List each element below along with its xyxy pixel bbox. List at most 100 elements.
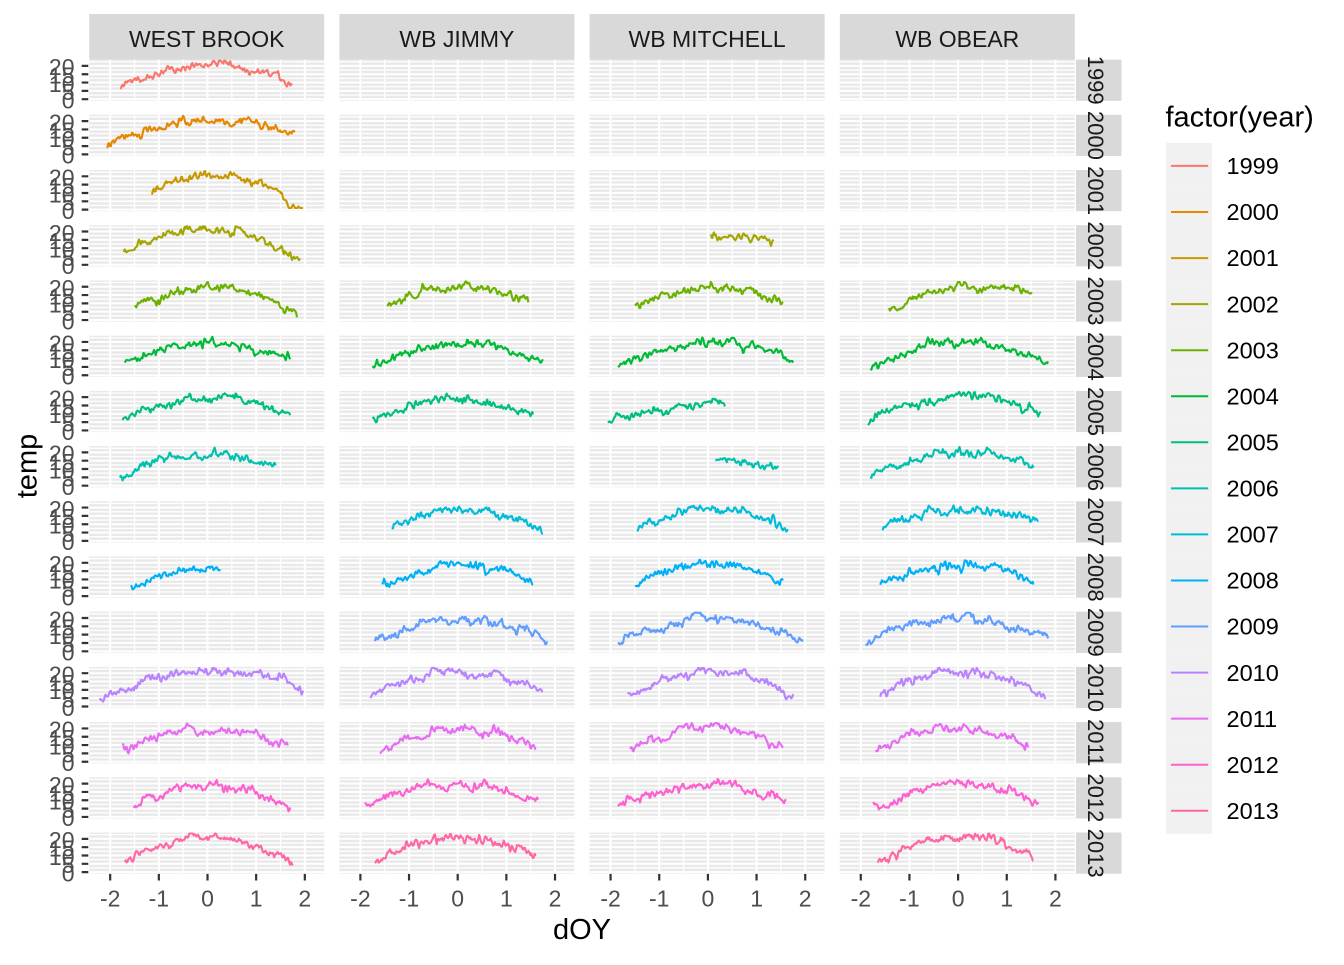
svg-text:5: 5 [62, 355, 75, 381]
svg-text:dOY: dOY [553, 914, 611, 946]
svg-text:0: 0 [62, 143, 75, 169]
svg-text:2013: 2013 [1227, 798, 1279, 824]
svg-text:15: 15 [49, 780, 75, 806]
svg-text:20: 20 [49, 496, 75, 522]
svg-text:0: 0 [62, 695, 75, 721]
svg-text:10: 10 [49, 678, 75, 704]
svg-text:-2: -2 [851, 886, 871, 912]
svg-text:2003: 2003 [1227, 337, 1279, 363]
svg-text:2002: 2002 [1227, 291, 1279, 317]
svg-text:20: 20 [49, 551, 75, 577]
svg-text:15: 15 [49, 504, 75, 530]
svg-text:2: 2 [549, 886, 562, 912]
svg-text:0: 0 [62, 364, 75, 390]
svg-text:20: 20 [49, 386, 75, 412]
svg-text:10: 10 [49, 513, 75, 539]
svg-text:2010: 2010 [1083, 663, 1108, 712]
svg-text:20: 20 [49, 606, 75, 632]
svg-text:2012: 2012 [1083, 773, 1108, 822]
svg-text:1: 1 [500, 886, 513, 912]
svg-text:2001: 2001 [1227, 245, 1279, 271]
svg-text:2000: 2000 [1083, 111, 1108, 160]
svg-text:2: 2 [298, 886, 311, 912]
svg-text:2004: 2004 [1083, 332, 1108, 381]
svg-text:20: 20 [49, 772, 75, 798]
svg-text:10: 10 [49, 292, 75, 318]
svg-text:0: 0 [62, 529, 75, 555]
svg-text:1999: 1999 [1083, 56, 1108, 105]
svg-text:2011: 2011 [1227, 706, 1278, 732]
svg-text:15: 15 [49, 449, 75, 475]
svg-text:-2: -2 [100, 886, 120, 912]
svg-text:10: 10 [49, 71, 75, 97]
svg-text:15: 15 [49, 615, 75, 641]
svg-text:5: 5 [62, 300, 75, 326]
svg-text:2011: 2011 [1083, 719, 1108, 766]
svg-text:WEST BROOK: WEST BROOK [129, 26, 285, 52]
svg-text:2006: 2006 [1227, 476, 1279, 502]
svg-text:15: 15 [49, 228, 75, 254]
svg-text:2008: 2008 [1083, 553, 1108, 602]
svg-text:0: 0 [62, 860, 75, 886]
svg-text:-1: -1 [149, 886, 169, 912]
svg-text:20: 20 [49, 717, 75, 743]
svg-text:1999: 1999 [1227, 153, 1279, 179]
svg-text:0: 0 [201, 886, 214, 912]
svg-text:10: 10 [49, 347, 75, 373]
svg-text:0: 0 [62, 88, 75, 114]
svg-text:0: 0 [62, 308, 75, 334]
svg-text:10: 10 [49, 789, 75, 815]
svg-text:5: 5 [62, 631, 75, 657]
svg-text:2000: 2000 [1227, 199, 1279, 225]
svg-text:5: 5 [62, 742, 75, 768]
svg-text:-1: -1 [399, 886, 419, 912]
svg-text:5: 5 [62, 797, 75, 823]
svg-text:2006: 2006 [1083, 442, 1108, 491]
svg-text:temp: temp [12, 434, 44, 498]
svg-text:WB MITCHELL: WB MITCHELL [629, 26, 786, 52]
svg-text:15: 15 [49, 118, 75, 144]
svg-text:2008: 2008 [1227, 568, 1279, 594]
svg-text:2001: 2001 [1083, 166, 1108, 215]
svg-text:20: 20 [49, 109, 75, 135]
svg-text:0: 0 [62, 198, 75, 224]
svg-text:5: 5 [62, 79, 75, 105]
svg-text:0: 0 [62, 640, 75, 666]
svg-text:15: 15 [49, 63, 75, 89]
svg-text:2013: 2013 [1083, 829, 1108, 878]
svg-text:2003: 2003 [1083, 277, 1108, 326]
svg-text:2012: 2012 [1227, 752, 1279, 778]
svg-text:-1: -1 [649, 886, 669, 912]
svg-text:10: 10 [49, 237, 75, 263]
svg-text:5: 5 [62, 190, 75, 216]
svg-text:15: 15 [49, 725, 75, 751]
svg-text:15: 15 [49, 173, 75, 199]
svg-text:20: 20 [49, 827, 75, 853]
svg-text:0: 0 [62, 419, 75, 445]
svg-text:0: 0 [62, 474, 75, 500]
svg-text:5: 5 [62, 687, 75, 713]
svg-text:15: 15 [49, 559, 75, 585]
svg-text:0: 0 [62, 750, 75, 776]
svg-text:5: 5 [62, 245, 75, 271]
svg-text:20: 20 [49, 662, 75, 688]
svg-text:15: 15 [49, 339, 75, 365]
svg-text:20: 20 [49, 54, 75, 80]
svg-text:20: 20 [49, 330, 75, 356]
svg-text:-2: -2 [600, 886, 620, 912]
svg-text:1: 1 [1000, 886, 1013, 912]
svg-text:-1: -1 [899, 886, 919, 912]
svg-text:2007: 2007 [1227, 522, 1279, 548]
svg-text:0: 0 [62, 584, 75, 610]
svg-text:5: 5 [62, 852, 75, 878]
svg-text:20: 20 [49, 275, 75, 301]
svg-text:15: 15 [49, 394, 75, 420]
svg-text:2009: 2009 [1227, 614, 1279, 640]
svg-text:2005: 2005 [1227, 430, 1279, 456]
svg-text:10: 10 [49, 733, 75, 759]
svg-text:15: 15 [49, 283, 75, 309]
svg-text:5: 5 [62, 521, 75, 547]
svg-text:2004: 2004 [1227, 383, 1279, 409]
svg-text:5: 5 [62, 410, 75, 436]
svg-text:20: 20 [49, 220, 75, 246]
